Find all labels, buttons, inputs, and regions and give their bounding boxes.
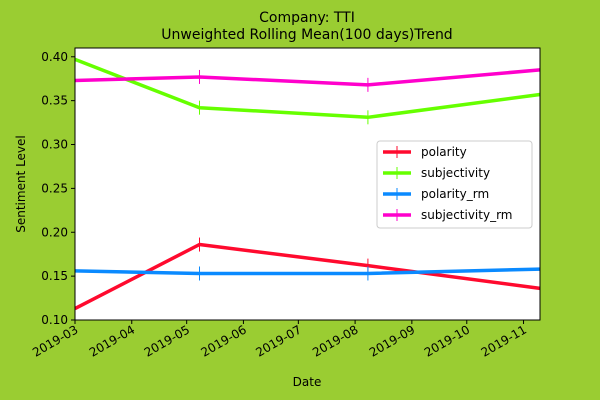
chart-title: Company: TTI [259, 10, 355, 26]
legend-label: subjectivity_rm [421, 208, 512, 222]
series-line [74, 242, 541, 311]
y-tick-label: 0.25 [41, 181, 68, 195]
x-axis-label: Date [293, 375, 322, 389]
chart-subtitle: Unweighted Rolling Mean(100 days)Trend [161, 27, 452, 43]
plot-frame [74, 47, 541, 321]
legend-item: subjectivity_rm [383, 208, 512, 222]
x-tick-label: 2019-07 [253, 322, 303, 359]
legend-item: subjectivity [383, 166, 490, 180]
legend-label: subjectivity [421, 166, 490, 180]
x-tick-label: 2019-04 [87, 322, 137, 359]
y-tick-label: 0.20 [41, 225, 68, 239]
x-tick-label: 2019-10 [422, 322, 472, 359]
y-axis-label: Sentiment Level [14, 135, 28, 233]
legend-item: polarity_rm [383, 187, 489, 201]
series-polarity_rm [74, 266, 541, 281]
series-line [74, 57, 541, 120]
series-line [74, 68, 541, 87]
y-tick-label: 0.10 [41, 313, 68, 327]
legend-label: polarity_rm [421, 187, 489, 201]
y-tick-label: 0.35 [41, 94, 68, 108]
x-tick-label: 2019-06 [199, 322, 249, 359]
legend: polarity subjectivity polarity_rm subjectiv… [376, 140, 533, 229]
x-axis: 2019-03 2019-04 2019-05 2019-06 2019-07 2019-… [30, 320, 529, 360]
y-tick-label: 0.30 [41, 138, 68, 152]
x-tick-label: 2019-08 [310, 322, 360, 359]
legend-item: polarity [383, 145, 467, 159]
y-axis: 0.10 0.15 0.20 0.25 0.30 0.35 0.40 [41, 50, 75, 327]
series-subjectivity [74, 57, 541, 125]
legend-label: polarity [421, 145, 467, 159]
series-line [74, 267, 541, 276]
series-layer [74, 57, 541, 311]
series-subjectivity_rm [74, 68, 541, 92]
y-tick-label: 0.15 [41, 269, 68, 283]
x-tick-label: 2019-09 [367, 322, 417, 359]
legend-box [376, 140, 533, 229]
x-tick-label: 2019-05 [142, 322, 192, 359]
x-tick-label: 2019-03 [30, 322, 80, 359]
x-tick-label: 2019-11 [479, 322, 529, 359]
y-tick-label: 0.40 [41, 50, 68, 64]
